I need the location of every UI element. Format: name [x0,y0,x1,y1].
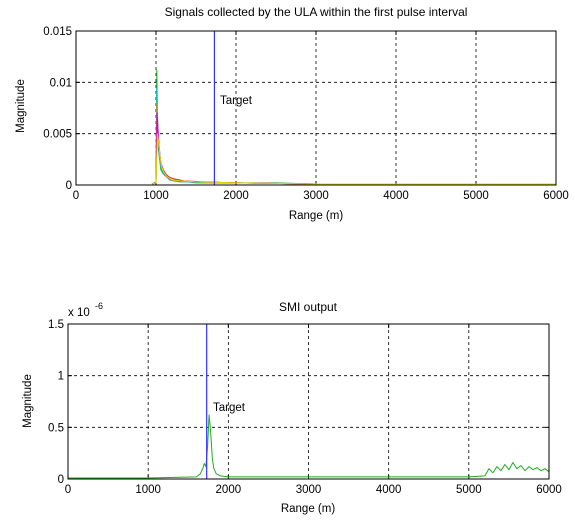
x-tick-label: 3000 [303,190,329,202]
bottom-chart-target-annotation: Target [213,402,246,414]
bottom-chart-ylabel: Magnitude [22,374,34,428]
y-tick-label: 0.5 [48,422,64,434]
top-chart-target-annotation: Target [220,95,253,107]
top-chart-xlabel: Range (m) [289,210,343,222]
top-chart: Signals collected by the ULA within the … [15,5,569,222]
top-chart-marks [151,31,556,185]
bottom-chart-exponent-base: x 10 [68,307,90,319]
bottom-chart: SMI output x 10 -6 Magnitude Range (m) 0… [22,300,562,515]
bottom-chart-exponent-power: -6 [95,301,103,311]
x-tick-label: 0 [73,190,79,202]
bottom-chart-grid [68,324,549,479]
y-tick-label: 0 [58,474,64,486]
series-line-1 [151,87,556,185]
bottom-chart-frame [67,323,550,480]
bottom-chart-title: SMI output [279,300,338,314]
top-chart-frame [75,30,557,186]
series-line-4 [151,112,556,185]
y-tick-label: 0.005 [43,129,72,141]
bottom-chart-xlabel: Range (m) [281,503,335,515]
x-tick-label: 6000 [543,190,569,202]
y-tick-label: 0 [66,180,72,192]
x-tick-label: 2000 [216,484,242,496]
bottom-chart-exponent: x 10 -6 [68,301,103,319]
y-tick-label: 1 [58,371,64,383]
y-tick-label: 1.5 [48,319,64,331]
x-tick-label: 4000 [376,484,402,496]
series-line-2 [151,102,556,185]
top-chart-title: Signals collected by the ULA within the … [165,5,468,19]
bottom-chart-marks [68,324,550,479]
x-tick-label: 4000 [383,190,409,202]
series-line-3 [151,122,556,185]
series-line-0 [68,414,550,479]
x-tick-label: 5000 [463,190,489,202]
y-tick-label: 0.015 [43,26,72,38]
series-line-0 [151,69,556,185]
x-tick-label: 2000 [223,190,249,202]
bottom-chart-ticks: 0 1000 2000 3000 4000 5000 6000 0 0.5 1 1.5 [48,319,562,496]
x-tick-label: 0 [65,484,71,496]
top-chart-ticks: 0 1000 2000 3000 4000 5000 6000 0 0.005 0.01 0.015 [43,26,569,202]
x-tick-label: 1000 [143,190,169,202]
series-line-5 [151,133,556,185]
x-tick-label: 6000 [536,484,562,496]
y-tick-label: 0.01 [50,77,72,89]
x-tick-label: 5000 [456,484,482,496]
x-tick-label: 3000 [296,484,322,496]
top-chart-ylabel: Magnitude [15,79,27,133]
x-tick-label: 1000 [135,484,161,496]
top-chart-grid [76,31,556,185]
